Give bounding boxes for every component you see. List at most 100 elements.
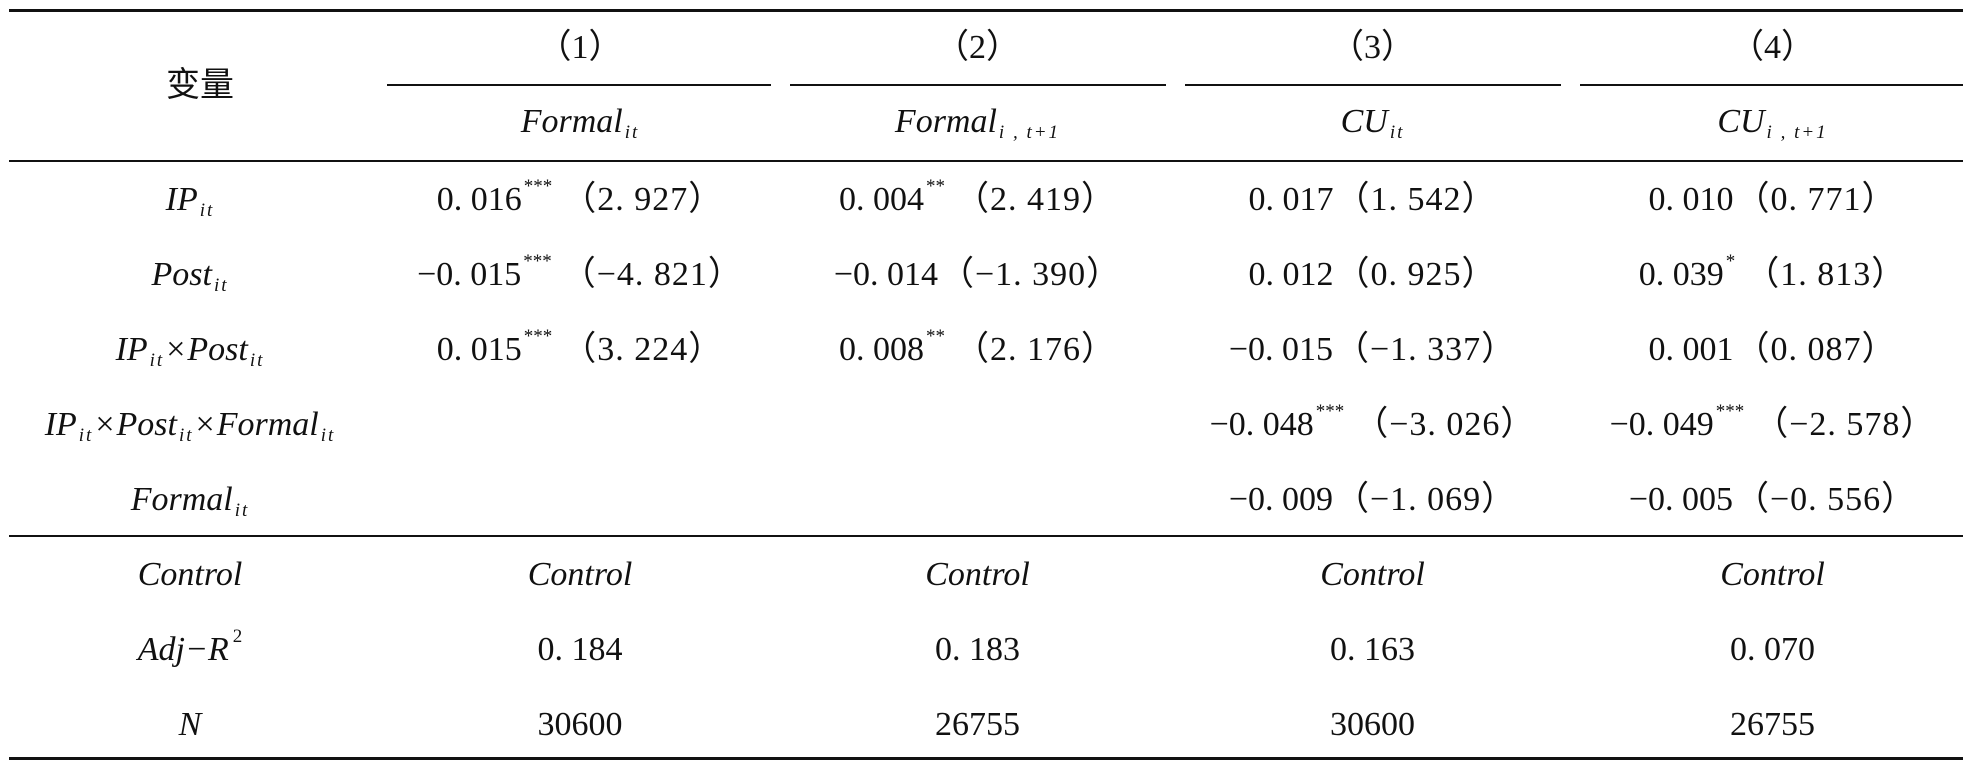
- t-statistic: （−1. 069）: [1335, 481, 1517, 518]
- post-subscript: it: [249, 349, 265, 371]
- n-col3: 30600: [1185, 705, 1560, 745]
- header-col3-dependent: CU it: [1185, 102, 1560, 142]
- coef-cell: 0. 001 （0. 087）: [1580, 330, 1965, 370]
- col1-dep-sub: it: [624, 121, 640, 143]
- ip-subscript: it: [78, 424, 94, 446]
- row-label-formal: Formal it: [0, 480, 380, 520]
- col3-dep-sub: it: [1389, 121, 1405, 143]
- post-text: Post: [187, 331, 248, 368]
- col4-dep-main: CU: [1717, 103, 1765, 140]
- ip-text: IP: [44, 406, 77, 443]
- col2-number-text: （2）: [935, 29, 1020, 66]
- coefficient-value: −0. 014: [833, 256, 938, 293]
- row-label-ip-x-post-x-formal: IP it × Post it × Formal it: [0, 405, 380, 445]
- n-col1-text: 30600: [537, 706, 623, 743]
- times-sign: ×: [195, 406, 215, 443]
- header-col1-dependent: Formal it: [385, 102, 775, 142]
- adj-col1-text: 0. 184: [537, 631, 623, 668]
- t-statistic: （3. 224）: [562, 331, 724, 368]
- col3-dep-main: CU: [1340, 103, 1388, 140]
- col4-dep-sub: i , t+1: [1766, 121, 1828, 143]
- control-col3: Control: [1185, 555, 1560, 595]
- col1-number-text: （1）: [537, 29, 623, 66]
- coefficient-value: 0. 016: [436, 181, 522, 218]
- coefficient-value: −0. 009: [1228, 481, 1333, 518]
- formal-subscript: it: [234, 499, 250, 521]
- coefficient-value: −0. 015: [1228, 331, 1333, 368]
- adj-col4-text: 0. 070: [1730, 631, 1815, 668]
- control-col2-text: Control: [925, 556, 1030, 593]
- post-subscript: it: [178, 424, 194, 446]
- coefficient-value: −0. 015: [417, 256, 522, 293]
- t-statistic: （2. 419）: [955, 181, 1116, 218]
- coef-cell: 0. 004 ** （2. 419）: [790, 175, 1165, 220]
- adj-col3-text: 0. 163: [1330, 631, 1415, 668]
- coef-cell: 0. 039 * （1. 813）: [1580, 252, 1965, 295]
- header-col2-number: （2）: [790, 28, 1165, 68]
- coefficient-value: −0. 048: [1209, 406, 1314, 443]
- table-top-rule: [9, 9, 1963, 12]
- header-bottom-rule: [9, 160, 1963, 162]
- table-bottom-rule: [9, 757, 1963, 760]
- post-subscript: it: [213, 274, 229, 296]
- coefficient-value: 0. 039: [1638, 256, 1724, 293]
- n-col3-text: 30600: [1330, 706, 1415, 743]
- adj-r-superscript: 2: [232, 625, 243, 647]
- control-col3-text: Control: [1320, 556, 1425, 593]
- t-statistic: （0. 771）: [1735, 181, 1897, 218]
- t-statistic: （−4. 821）: [561, 256, 743, 293]
- adj-col2-text: 0. 183: [935, 631, 1020, 668]
- row-label-ip-x-post: IP it × Post it: [0, 330, 380, 370]
- t-statistic: （1. 542）: [1335, 181, 1497, 218]
- control-col1: Control: [385, 555, 775, 595]
- controls-top-rule: [9, 535, 1963, 537]
- header-col2-underline: [790, 84, 1166, 86]
- coef-cell: 0. 012 （0. 925）: [1185, 255, 1560, 295]
- control-col2: Control: [790, 555, 1165, 595]
- adj-col1: 0. 184: [385, 630, 775, 670]
- row-label-n: N: [0, 705, 380, 745]
- t-statistic: （1. 813）: [1745, 256, 1907, 293]
- row-label-post: Post it: [0, 255, 380, 295]
- coefficient-value: 0. 015: [436, 331, 522, 368]
- significance-stars: ***: [523, 175, 553, 197]
- col1-dep-main: Formal: [520, 103, 623, 140]
- header-col4-dependent: CU i , t+1: [1580, 102, 1965, 142]
- t-statistic: （−0. 556）: [1735, 481, 1917, 518]
- n-col2: 26755: [790, 705, 1165, 745]
- times-sign: ×: [166, 331, 186, 368]
- coefficient-value: 0. 012: [1248, 256, 1334, 293]
- formal-subscript: it: [320, 424, 336, 446]
- row-label-control: Control: [0, 555, 380, 595]
- adj-r-text: Adj−R: [137, 631, 229, 668]
- coef-cell: −0. 009 （−1. 069）: [1185, 480, 1560, 520]
- control-col1-text: Control: [527, 556, 633, 593]
- col3-number-text: （3）: [1330, 29, 1415, 66]
- post-text: Post: [116, 406, 177, 443]
- control-col4-text: Control: [1720, 556, 1825, 593]
- n-label-text: N: [178, 706, 202, 743]
- col2-dep-sub: i , t+1: [998, 121, 1061, 143]
- col2-dep-main: Formal: [894, 103, 997, 140]
- post-text: Post: [151, 256, 212, 293]
- header-col4-underline: [1580, 84, 1963, 86]
- header-variable-text: 变量: [166, 67, 234, 104]
- coefficient-value: 0. 017: [1248, 181, 1334, 218]
- control-col4: Control: [1580, 555, 1965, 595]
- coef-cell: −0. 015 （−1. 337）: [1185, 330, 1560, 370]
- t-statistic: （−2. 578）: [1754, 406, 1936, 443]
- coef-cell: 0. 016 *** （2. 927）: [385, 175, 775, 220]
- header-col1-number: （1）: [385, 28, 775, 68]
- times-sign: ×: [95, 406, 115, 443]
- header-variable-label: 变量: [100, 50, 300, 122]
- coef-cell: −0. 015 *** （−4. 821）: [385, 252, 775, 295]
- n-col4-text: 26755: [1730, 706, 1815, 743]
- coef-cell: −0. 048 *** （−3. 026）: [1185, 400, 1560, 445]
- coefficient-value: 0. 008: [839, 331, 924, 368]
- t-statistic: （−1. 390）: [940, 256, 1122, 293]
- significance-stars: **: [926, 175, 945, 197]
- coef-cell: 0. 008 ** （2. 176）: [790, 327, 1165, 370]
- significance-stars: ***: [1315, 400, 1345, 422]
- adj-col3: 0. 163: [1185, 630, 1560, 670]
- header-col4-number: （4）: [1580, 28, 1965, 68]
